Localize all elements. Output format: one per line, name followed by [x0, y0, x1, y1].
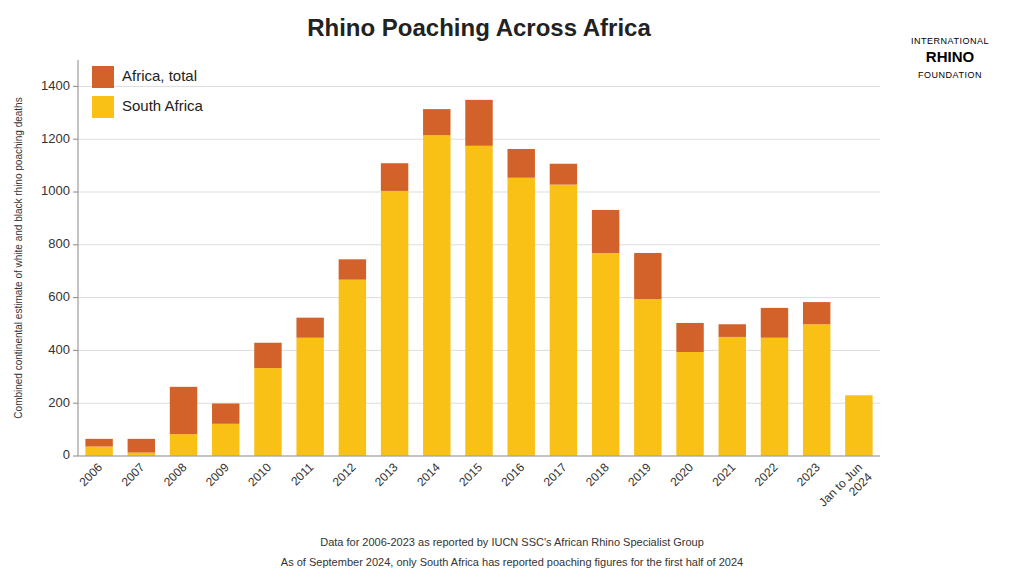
y-tick-label: 600	[48, 289, 70, 304]
legend-swatch	[92, 96, 114, 118]
bar	[170, 434, 197, 456]
bar	[296, 338, 323, 456]
x-tick-label: 2014	[414, 460, 443, 489]
y-tick	[73, 456, 78, 457]
bar	[128, 453, 155, 456]
bar	[212, 424, 239, 456]
x-axis	[78, 456, 880, 457]
bar	[128, 439, 155, 453]
bar	[634, 253, 661, 299]
y-tick-label: 0	[63, 447, 70, 462]
bar	[381, 163, 408, 191]
bar	[507, 178, 534, 456]
x-tick-label: 2016	[499, 460, 528, 489]
y-tick-label: 1400	[41, 78, 70, 93]
chart: 0 200 400 600 800 1000 1200 1400 2006 2007 2008 200…	[0, 0, 1024, 576]
x-tick-label: 2008	[161, 460, 190, 489]
title: Rhino Poaching Across Africa	[307, 14, 651, 41]
bar	[381, 191, 408, 456]
bar	[85, 439, 112, 447]
x-tick-label: Jan to Jun2024	[816, 460, 875, 519]
bar	[507, 149, 534, 178]
legend-swatch	[92, 66, 114, 88]
bar	[550, 164, 577, 185]
bar	[634, 299, 661, 456]
x-tick-label: 2022	[752, 460, 781, 489]
y-tick	[73, 139, 78, 140]
logo-text: RHINO	[926, 48, 975, 65]
legend: Africa, total South Africa	[92, 66, 204, 118]
bar	[676, 352, 703, 456]
bar	[423, 135, 450, 456]
x-tick-label: 2018	[583, 460, 612, 489]
bar	[845, 395, 872, 396]
x-tick-label: 2011	[288, 460, 316, 488]
x-tick-label: 2013	[372, 460, 401, 489]
bar	[761, 308, 788, 338]
y-tick	[73, 192, 78, 193]
x-tick-label: 2015	[456, 460, 485, 489]
bar	[761, 338, 788, 456]
y-tick	[73, 350, 78, 351]
grid	[78, 86, 880, 456]
y-tick-label: 1200	[41, 131, 70, 146]
bar	[550, 185, 577, 456]
x-tick-label: 2010	[245, 460, 274, 489]
x-tick-label: 2021	[710, 460, 739, 489]
bar	[339, 259, 366, 279]
x-tick-label: 2023	[794, 460, 823, 489]
grid-line	[78, 86, 880, 87]
x-tick-label: 2019	[625, 460, 654, 489]
x-tick-label: 2007	[119, 460, 148, 489]
footnote: Data for 2006-2023 as reported by IUCN S…	[320, 536, 704, 548]
bar	[465, 146, 492, 456]
footnote: As of September 2024, only South Africa …	[281, 556, 743, 568]
x-tick-label: 2017	[541, 460, 570, 489]
bar	[465, 100, 492, 146]
legend-label: Africa, total	[122, 67, 197, 84]
bar	[423, 109, 450, 135]
grid-line	[78, 456, 880, 457]
bar	[254, 368, 281, 456]
bar	[85, 446, 112, 456]
y-tick	[73, 244, 78, 245]
y-axis	[78, 60, 79, 456]
y-tick	[73, 297, 78, 298]
y-tick-label: 200	[48, 395, 70, 410]
x-tick-label: 2012	[330, 460, 359, 489]
bar	[676, 323, 703, 352]
bar	[212, 403, 239, 423]
y-tick-label: 1000	[41, 183, 70, 198]
y-axis-label: Combined continental estimate of white a…	[13, 97, 24, 418]
bar	[254, 343, 281, 368]
x-tick-label: 2009	[203, 460, 232, 489]
bar	[719, 337, 746, 456]
bar	[170, 387, 197, 434]
bar	[296, 318, 323, 338]
bar	[719, 324, 746, 337]
y-tick-label: 400	[48, 342, 70, 357]
bar	[845, 395, 872, 456]
bar	[803, 324, 830, 456]
bar	[803, 302, 830, 324]
y-tick	[73, 86, 78, 87]
x-tick-label: 2006	[76, 460, 105, 489]
y-tick	[73, 403, 78, 404]
bar	[592, 210, 619, 253]
x-tick-label: 2020	[667, 460, 696, 489]
bars	[85, 100, 872, 456]
logo-text: FOUNDATION	[918, 70, 982, 80]
bar	[592, 253, 619, 456]
legend-label: South Africa	[122, 97, 204, 114]
bar	[339, 280, 366, 456]
logo-text: INTERNATIONAL	[911, 36, 989, 46]
y-tick-label: 800	[48, 236, 70, 251]
